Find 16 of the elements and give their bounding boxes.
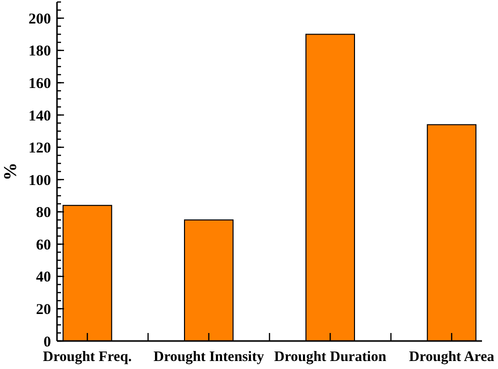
- y-axis-title: %: [0, 162, 20, 180]
- y-tick-label: 100: [28, 172, 51, 189]
- y-tick-label: 200: [28, 11, 51, 28]
- x-tick-label: Drought Area: [409, 349, 496, 365]
- y-tick-label: 180: [28, 44, 51, 60]
- y-tick-label: 20: [36, 302, 51, 318]
- x-tick-label: Drought Duration: [274, 349, 386, 365]
- y-tick-label: 120: [28, 140, 51, 157]
- y-tick-label: 80: [36, 205, 51, 222]
- y-tick-label: 60: [36, 237, 51, 254]
- y-tick-label: 40: [36, 270, 51, 286]
- x-tick-label: Drought Intensity: [154, 349, 265, 365]
- y-tick-label: 140: [28, 108, 51, 124]
- x-tick-label: Drought Freq.: [42, 349, 132, 365]
- y-tick-label: 160: [28, 76, 51, 92]
- y-tick-label: 0: [44, 334, 51, 350]
